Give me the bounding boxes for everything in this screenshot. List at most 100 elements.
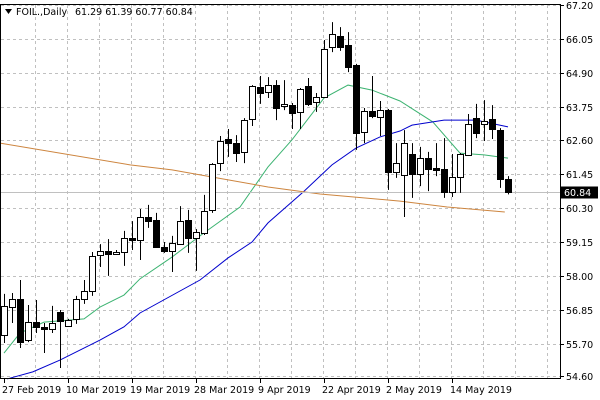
candle-body <box>241 120 248 153</box>
candle-bullish <box>393 143 400 178</box>
candle-body <box>361 111 368 133</box>
price-axis[interactable]: 67.20 66.05 64.90 63.75 62.60 61.45 60.30 59.15… <box>560 1 598 383</box>
candle-body <box>249 86 256 120</box>
candle-bullish <box>201 194 208 235</box>
candle-body <box>145 217 152 222</box>
candle-bullish <box>481 100 488 142</box>
candle-bearish <box>497 128 504 188</box>
ohlc-readout: 61.29 61.39 60.77 60.84 <box>75 7 193 18</box>
y-tick-label: 64.90 <box>566 69 593 80</box>
candle-body <box>329 34 336 48</box>
candle-bullish <box>321 40 328 99</box>
candle-body <box>129 238 136 241</box>
y-tick-label: 55.70 <box>566 340 593 351</box>
current-price-tag <box>561 186 598 199</box>
candle-bearish <box>409 143 416 198</box>
candle-body <box>409 154 416 175</box>
candle-bearish <box>273 80 280 121</box>
candle-body <box>137 217 144 241</box>
candle-bullish <box>329 22 336 53</box>
candle-body <box>201 211 208 234</box>
symbol-label: FOIL.,Daily <box>16 7 67 18</box>
candle-body <box>489 119 496 130</box>
candle-bullish <box>113 249 120 255</box>
moving-averages <box>0 84 509 380</box>
candle-body <box>233 143 240 154</box>
candle-body <box>185 220 192 239</box>
y-tick-label: 56.85 <box>566 306 593 317</box>
candle-bullish <box>137 209 144 260</box>
candle-bearish <box>257 75 264 104</box>
candle-body <box>257 87 264 94</box>
candle-body <box>481 121 488 125</box>
candle-body <box>193 232 200 239</box>
x-tick-label: 2 May 2019 <box>386 385 442 396</box>
candle-body <box>265 85 272 93</box>
candle-body <box>505 179 512 193</box>
candle-bullish <box>377 100 384 137</box>
moving-average-line-ma-mid <box>7 119 509 380</box>
candle-bearish <box>289 103 296 129</box>
candle-body <box>441 169 448 193</box>
candle-body <box>465 124 472 156</box>
candle-body <box>305 86 312 105</box>
candle-bullish <box>97 244 104 268</box>
candle-body <box>369 111 376 117</box>
candle-body <box>1 306 8 336</box>
candle-bullish <box>81 280 88 304</box>
candle-bearish <box>153 212 160 248</box>
moving-average-line-ma-fast <box>3 84 509 354</box>
candle-bearish <box>425 151 432 192</box>
candle-bullish <box>265 77 272 99</box>
current-price-label: 60.84 <box>564 188 591 199</box>
candle-bearish <box>441 138 448 198</box>
candle-bullish <box>121 230 128 266</box>
x-tick-label: 22 Apr 2019 <box>322 385 381 396</box>
candle-bullish <box>249 85 256 127</box>
candle-body <box>49 323 56 330</box>
candle-body <box>473 118 480 134</box>
candle-bearish <box>305 78 312 106</box>
candle-body <box>377 110 384 118</box>
candle-body <box>161 247 168 252</box>
chart-header: FOIL.,Daily 61.29 61.39 60.77 60.84 <box>5 7 193 18</box>
candle-bearish <box>17 280 24 349</box>
candle-body <box>97 251 104 256</box>
candle-bullish <box>25 305 32 343</box>
candle-bearish <box>105 239 112 276</box>
y-tick-label: 67.20 <box>566 1 593 12</box>
candle-body <box>153 220 160 248</box>
candle-bullish <box>361 108 368 144</box>
candle-body <box>345 45 352 68</box>
candle-bearish <box>129 221 136 250</box>
candle-bullish <box>65 318 72 327</box>
candle-body <box>217 141 224 164</box>
x-tick-label: 10 Mar 2019 <box>66 385 126 396</box>
candle-bullish <box>281 80 288 111</box>
candle-bearish <box>33 300 40 334</box>
candle-body <box>457 154 464 178</box>
candle-bearish <box>225 128 232 157</box>
candle-body <box>65 320 72 327</box>
candle-body <box>89 256 96 292</box>
candle-body <box>281 104 288 107</box>
candle-bullish <box>49 305 56 334</box>
candle-bearish <box>57 310 64 369</box>
time-axis[interactable]: 27 Feb 2019 10 Mar 2019 19 Mar 2019 28 Mar … <box>2 379 512 396</box>
y-tick-label: 61.45 <box>566 170 593 181</box>
candle-body <box>121 238 128 253</box>
candle-bullish <box>217 136 224 172</box>
y-tick-label: 54.60 <box>566 372 593 383</box>
candle-bearish <box>233 135 240 162</box>
candle-body <box>321 49 328 98</box>
y-tick-label: 58.00 <box>566 272 593 283</box>
candles <box>1 22 512 369</box>
candle-body <box>113 252 120 255</box>
candle-bearish <box>473 103 480 139</box>
candle-bearish <box>369 75 376 119</box>
x-tick-label: 28 Mar 2019 <box>194 385 254 396</box>
candle-body <box>33 322 40 328</box>
candle-body <box>289 105 296 114</box>
triangle-down-icon[interactable] <box>5 9 12 14</box>
